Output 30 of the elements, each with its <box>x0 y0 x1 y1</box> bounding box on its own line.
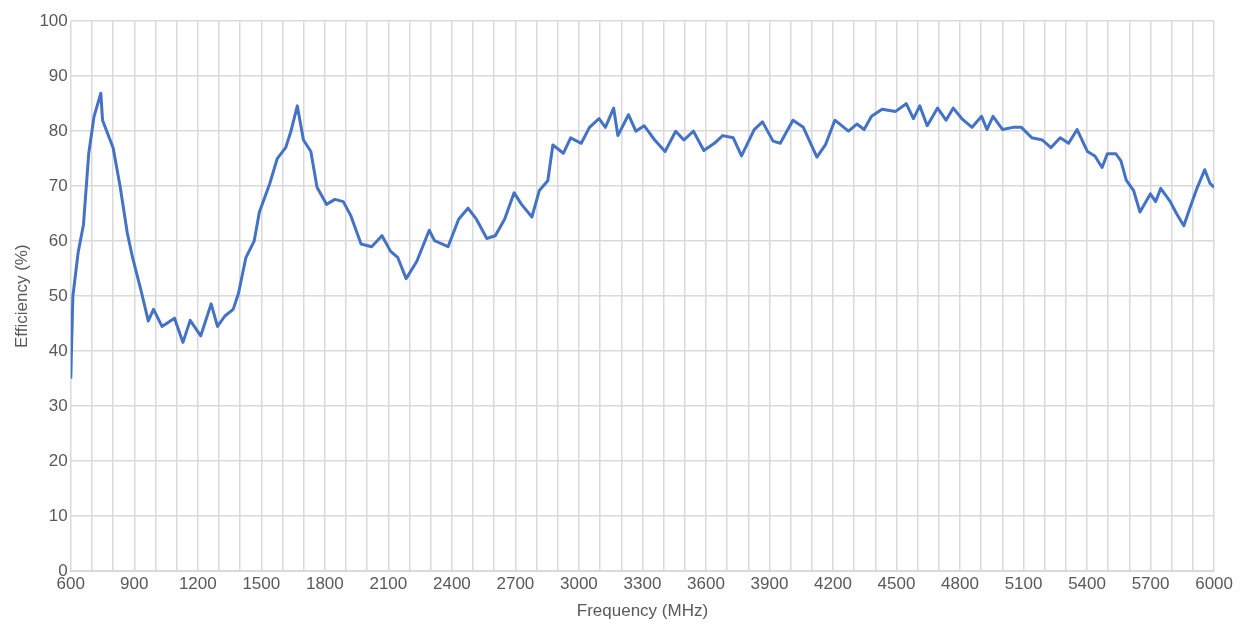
y-tick-label: 10 <box>48 505 68 525</box>
x-tick-label: 1200 <box>178 574 217 594</box>
x-tick-label: 1500 <box>242 574 281 594</box>
x-tick-label: 2100 <box>369 574 408 594</box>
x-tick-label: 2700 <box>496 574 535 594</box>
x-tick-label: 2400 <box>432 574 471 594</box>
y-tick-label: 40 <box>48 340 68 360</box>
x-tick-label: 3600 <box>687 574 725 594</box>
x-tick-label: 4500 <box>877 574 916 594</box>
x-tick-label: 5400 <box>1068 574 1106 594</box>
y-tick-label: 50 <box>48 285 68 305</box>
y-tick-label: 60 <box>48 230 68 250</box>
x-tick-label: 3300 <box>623 574 662 594</box>
x-tick-label: 4200 <box>814 574 852 594</box>
y-tick-label: 80 <box>48 120 68 140</box>
y-tick-label: 20 <box>48 450 68 470</box>
x-axis-title: Frequency (MHz) <box>576 601 709 621</box>
x-tick-label: 900 <box>120 574 149 594</box>
y-tick-label: 90 <box>48 65 68 85</box>
x-tick-label: 5700 <box>1131 574 1170 594</box>
x-tick-label: 5100 <box>1004 574 1043 594</box>
y-tick-label: 70 <box>48 175 68 195</box>
x-tick-label: 6000 <box>1195 574 1233 594</box>
x-tick-label: 3000 <box>560 574 598 594</box>
y-tick-label: 100 <box>39 10 68 30</box>
x-tick-label: 4800 <box>941 574 979 594</box>
y-axis-title: Efficiency (%) <box>11 244 31 348</box>
x-tick-label: 1800 <box>305 574 344 594</box>
y-tick-label: 30 <box>48 395 68 415</box>
x-tick-label: 3900 <box>750 574 789 594</box>
